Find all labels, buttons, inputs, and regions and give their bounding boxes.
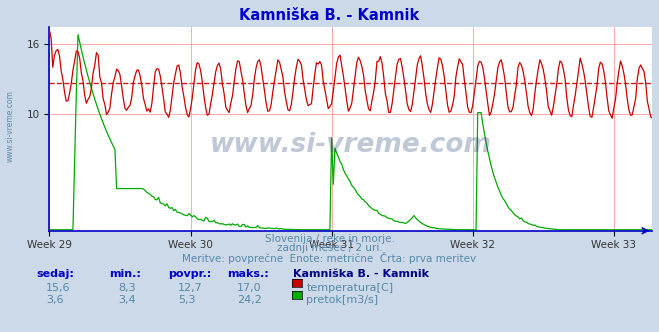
Text: temperatura[C]: temperatura[C] bbox=[306, 283, 393, 293]
Text: 17,0: 17,0 bbox=[237, 283, 262, 293]
Text: 3,6: 3,6 bbox=[46, 295, 64, 305]
Text: Kamniška B. - Kamnik: Kamniška B. - Kamnik bbox=[239, 8, 420, 23]
Text: povpr.:: povpr.: bbox=[168, 269, 212, 279]
Text: Kamniška B. - Kamnik: Kamniška B. - Kamnik bbox=[293, 269, 429, 279]
Text: pretok[m3/s]: pretok[m3/s] bbox=[306, 295, 378, 305]
Text: sedaj:: sedaj: bbox=[36, 269, 74, 279]
Text: maks.:: maks.: bbox=[227, 269, 269, 279]
Text: 5,3: 5,3 bbox=[178, 295, 196, 305]
Text: zadnji mesec / 2 uri.: zadnji mesec / 2 uri. bbox=[277, 243, 382, 253]
Text: 24,2: 24,2 bbox=[237, 295, 262, 305]
Text: www.si-vreme.com: www.si-vreme.com bbox=[210, 132, 492, 158]
Text: 8,3: 8,3 bbox=[119, 283, 136, 293]
Text: Slovenija / reke in morje.: Slovenija / reke in morje. bbox=[264, 234, 395, 244]
Text: 12,7: 12,7 bbox=[178, 283, 203, 293]
Text: 3,4: 3,4 bbox=[119, 295, 136, 305]
Text: 15,6: 15,6 bbox=[46, 283, 71, 293]
Text: www.si-vreme.com: www.si-vreme.com bbox=[5, 90, 14, 162]
Text: Meritve: povprečne  Enote: metrične  Črta: prva meritev: Meritve: povprečne Enote: metrične Črta:… bbox=[183, 252, 476, 264]
Text: min.:: min.: bbox=[109, 269, 140, 279]
